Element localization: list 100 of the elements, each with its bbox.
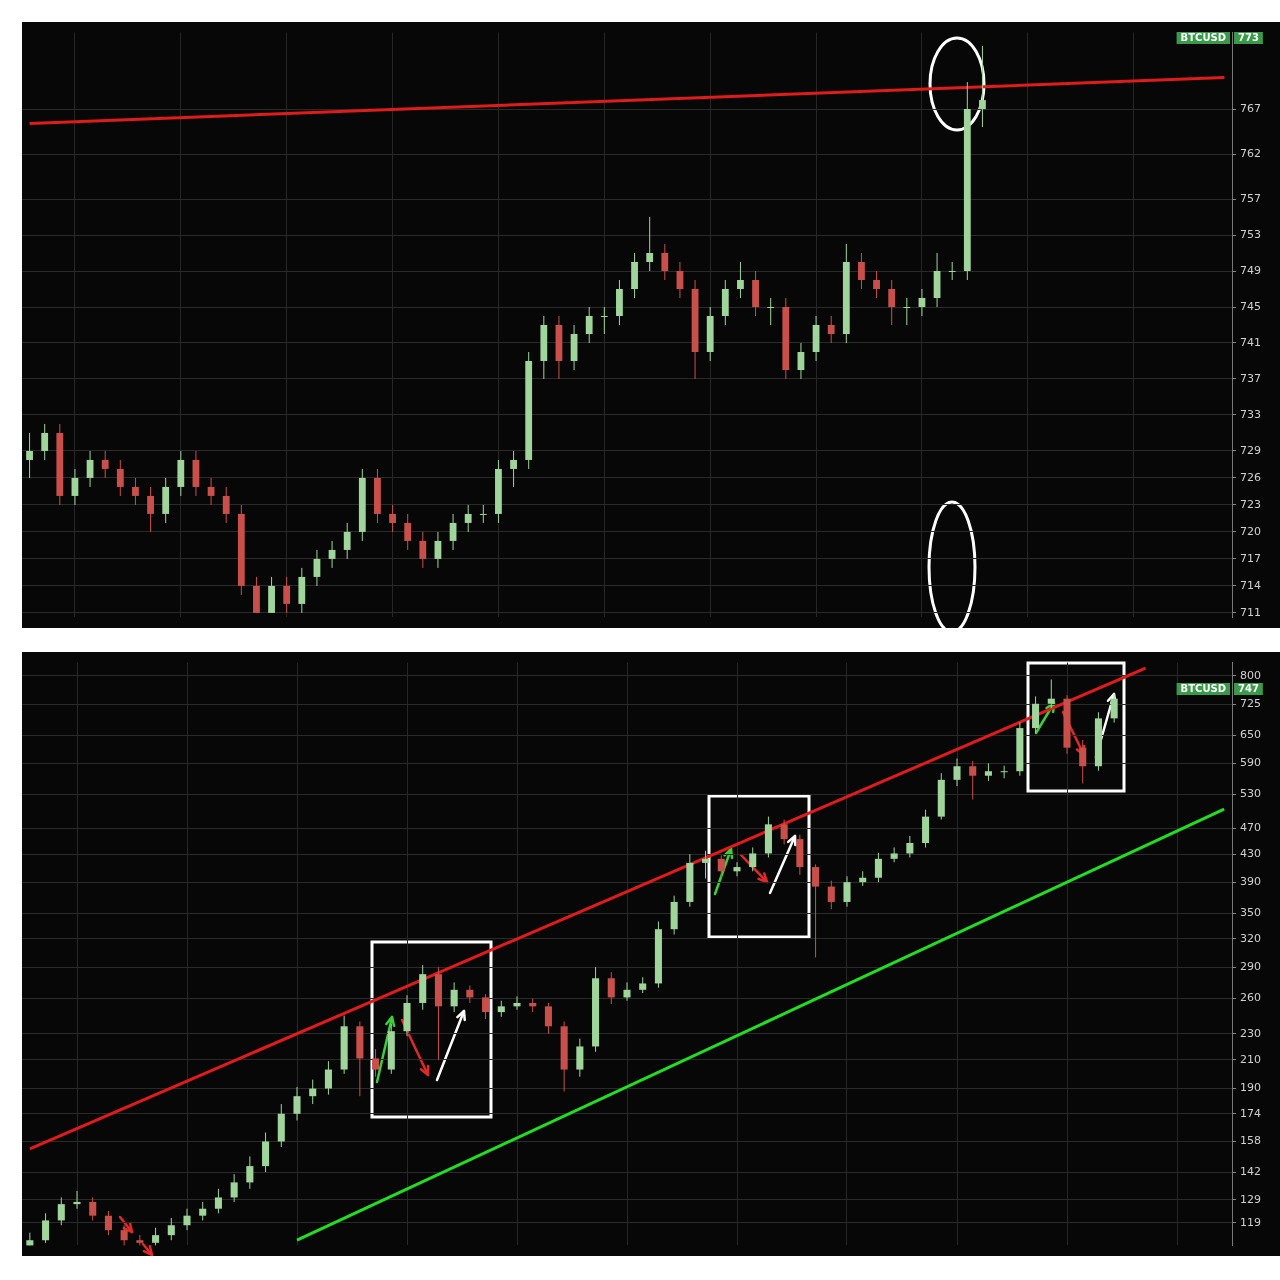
y-tick-label: 720	[1240, 524, 1261, 538]
annotation: BTCUSD	[1180, 32, 1226, 44]
y-tick-label: 470	[1240, 821, 1261, 835]
y-tick-label: 711	[1240, 605, 1261, 619]
candlestick	[57, 1196, 65, 1226]
candlestick	[147, 486, 154, 533]
candlestick	[479, 504, 487, 524]
candlestick	[733, 861, 741, 877]
candlestick	[42, 1212, 50, 1244]
candlestick	[372, 1048, 380, 1078]
annotation: BTCUSD	[1180, 683, 1226, 695]
y-tick-label: 723	[1240, 497, 1261, 511]
y-tick-label: 753	[1240, 227, 1261, 241]
candlestick	[749, 847, 757, 872]
candlestick	[450, 981, 458, 1013]
y-tick-label: 210	[1240, 1052, 1261, 1066]
candlestick	[890, 847, 898, 863]
y-tick-label: 741	[1240, 335, 1261, 349]
candlestick	[979, 45, 986, 128]
candlestick	[767, 297, 775, 326]
candlestick	[600, 306, 608, 335]
y-tick-label: 142	[1240, 1164, 1261, 1178]
y-tick-label: 757	[1240, 191, 1261, 205]
candlestick	[89, 1196, 97, 1221]
text: 747	[1238, 683, 1259, 695]
y-tick-label: 590	[1240, 756, 1261, 770]
y-tick-label: 230	[1240, 1026, 1261, 1040]
y-tick-label: 290	[1240, 960, 1261, 974]
candlestick	[120, 1224, 128, 1246]
candlestick	[576, 1038, 584, 1078]
candlestick	[827, 880, 835, 910]
y-tick-label: 390	[1240, 874, 1261, 888]
candlestick	[419, 531, 427, 569]
candlestick	[73, 1190, 81, 1210]
y-tick-label: 129	[1240, 1192, 1261, 1206]
candlestick	[404, 513, 412, 551]
candlestick	[293, 1086, 301, 1121]
candlestick	[623, 981, 631, 1002]
candlestick	[246, 1155, 254, 1190]
candlestick	[843, 875, 851, 908]
y-tick-label: 733	[1240, 407, 1261, 421]
candlestick	[906, 835, 914, 858]
candlestick	[283, 576, 291, 614]
candlestick	[222, 486, 230, 524]
y-tick-label: 320	[1240, 931, 1261, 945]
candlestick	[661, 243, 669, 281]
y-tick-label: 714	[1240, 578, 1261, 592]
y-tick-label: 174	[1240, 1106, 1261, 1120]
y-tick-label: 717	[1240, 551, 1261, 565]
candlestick	[199, 1201, 207, 1221]
candlestick	[888, 279, 896, 326]
candlestick	[41, 423, 49, 461]
candlestick	[464, 504, 472, 533]
y-tick-label: 158	[1240, 1134, 1261, 1148]
candlestick	[116, 459, 124, 497]
candlestick	[324, 1060, 332, 1096]
y-tick-label: 762	[1240, 146, 1261, 160]
candlestick	[953, 757, 961, 787]
candlestick	[513, 995, 521, 1011]
y-tick-label: 726	[1240, 470, 1261, 484]
candlestick	[1110, 693, 1118, 724]
y-tick-label: 260	[1240, 991, 1261, 1005]
candlestick	[812, 863, 820, 958]
y-tick-label: 350	[1240, 906, 1261, 920]
y-tick-label: 737	[1240, 371, 1261, 385]
candlestick	[646, 216, 654, 272]
candlestick	[858, 252, 865, 290]
y-tick-label: 725	[1240, 697, 1261, 711]
y-tick-label: 745	[1240, 299, 1261, 313]
candlestick	[183, 1208, 191, 1231]
candlestick	[969, 760, 977, 801]
y-tick-label: 729	[1240, 443, 1261, 457]
candlestick	[827, 315, 835, 344]
y-tick-label: 430	[1240, 846, 1261, 860]
candlestick	[780, 819, 788, 845]
candlestick	[132, 477, 139, 506]
y-tick-label: 119	[1240, 1215, 1261, 1229]
candlestick	[482, 993, 490, 1020]
candlestick	[466, 985, 474, 1004]
candlestick	[1079, 739, 1087, 784]
candlestick	[101, 450, 109, 479]
candlestick	[1000, 765, 1008, 779]
y-tick-label: 530	[1240, 786, 1261, 800]
candlestick	[544, 1002, 552, 1035]
candlestick	[874, 852, 882, 883]
candlestick	[702, 850, 710, 879]
candlestick	[343, 522, 351, 560]
candlestick	[214, 1188, 222, 1214]
y-tick-label: 190	[1240, 1081, 1261, 1095]
candlestick	[948, 261, 956, 281]
candlestick	[104, 1210, 112, 1236]
candlestick	[607, 971, 615, 1005]
y-tick-label: 800	[1240, 668, 1261, 682]
text: 773	[1238, 32, 1259, 44]
y-tick-label: 767	[1240, 101, 1261, 115]
candlestick	[903, 297, 911, 326]
candlestick	[230, 1173, 238, 1203]
candlestick	[585, 306, 593, 344]
candlestick	[26, 432, 33, 479]
y-tick-label: 749	[1240, 263, 1261, 277]
